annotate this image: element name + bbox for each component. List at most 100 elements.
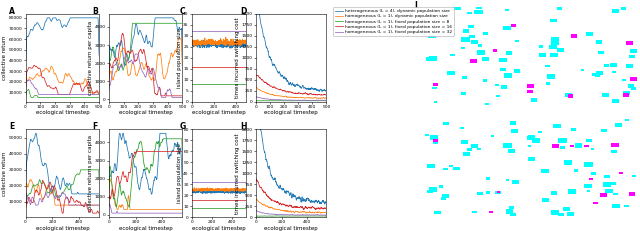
Bar bbox=[575, 143, 582, 148]
Y-axis label: collective return: collective return bbox=[2, 151, 7, 195]
Bar bbox=[560, 146, 564, 149]
Bar bbox=[532, 139, 540, 143]
Bar bbox=[604, 175, 610, 178]
Bar bbox=[441, 197, 447, 200]
Bar bbox=[550, 191, 557, 195]
Bar bbox=[591, 172, 596, 175]
Bar bbox=[462, 76, 467, 79]
Bar bbox=[557, 48, 564, 52]
Bar bbox=[550, 18, 557, 22]
Bar bbox=[623, 93, 629, 97]
X-axis label: ecological timestep: ecological timestep bbox=[264, 110, 318, 115]
Bar bbox=[629, 192, 635, 196]
Bar bbox=[566, 93, 572, 97]
Bar bbox=[472, 211, 477, 213]
Bar bbox=[628, 84, 634, 88]
Bar bbox=[596, 71, 603, 75]
Bar bbox=[604, 182, 611, 187]
Bar bbox=[587, 190, 590, 192]
Bar bbox=[461, 47, 465, 49]
Text: F: F bbox=[93, 122, 98, 131]
Bar bbox=[432, 87, 437, 89]
Bar bbox=[426, 58, 431, 61]
Bar bbox=[619, 172, 623, 174]
X-axis label: ecological timestep: ecological timestep bbox=[36, 110, 89, 115]
Bar bbox=[595, 74, 600, 77]
Bar bbox=[600, 193, 607, 197]
Bar bbox=[468, 24, 474, 28]
Bar bbox=[486, 191, 490, 194]
Bar bbox=[447, 8, 452, 11]
Bar bbox=[571, 128, 577, 131]
Bar bbox=[470, 40, 478, 44]
X-axis label: ecological timestep: ecological timestep bbox=[119, 226, 172, 231]
Bar bbox=[501, 85, 507, 89]
Bar bbox=[630, 87, 636, 90]
Y-axis label: collective returns per capita: collective returns per capita bbox=[88, 135, 93, 212]
Bar bbox=[612, 204, 620, 208]
Bar bbox=[596, 40, 602, 44]
Bar bbox=[511, 24, 516, 27]
Bar bbox=[511, 129, 518, 133]
Bar bbox=[429, 56, 437, 61]
Bar bbox=[437, 12, 444, 16]
Bar bbox=[549, 45, 557, 49]
Bar bbox=[621, 6, 627, 10]
Bar bbox=[506, 209, 513, 214]
Bar bbox=[550, 53, 558, 57]
Bar bbox=[495, 191, 500, 195]
Bar bbox=[486, 177, 490, 180]
Text: E: E bbox=[10, 122, 15, 131]
Bar bbox=[444, 122, 449, 125]
Bar bbox=[541, 169, 549, 173]
Bar bbox=[504, 143, 512, 148]
Bar bbox=[613, 193, 618, 195]
Bar bbox=[557, 7, 562, 10]
Bar bbox=[611, 63, 618, 67]
Bar bbox=[433, 141, 438, 144]
Legend: heterogeneous (L = 4), dynamic population size, homogeneous (L = 1), dynamic pop: heterogeneous (L = 4), dynamic populatio… bbox=[333, 7, 454, 36]
Bar bbox=[615, 123, 622, 128]
Y-axis label: collective return: collective return bbox=[2, 36, 7, 80]
Bar bbox=[477, 50, 485, 55]
Bar bbox=[471, 144, 478, 148]
Bar bbox=[426, 134, 429, 136]
Bar bbox=[586, 32, 593, 36]
Bar bbox=[624, 205, 629, 207]
Bar bbox=[625, 119, 628, 121]
Bar bbox=[563, 207, 570, 211]
Bar bbox=[558, 213, 564, 216]
Bar bbox=[626, 64, 633, 68]
Text: C: C bbox=[180, 7, 186, 16]
Bar bbox=[493, 49, 497, 52]
Bar bbox=[626, 41, 633, 45]
Bar bbox=[559, 138, 567, 143]
Bar bbox=[609, 182, 616, 185]
Bar bbox=[573, 169, 578, 172]
Text: I: I bbox=[414, 1, 417, 10]
Text: G: G bbox=[180, 122, 186, 131]
Bar bbox=[622, 79, 626, 81]
Text: D: D bbox=[241, 7, 247, 16]
Bar bbox=[571, 34, 577, 38]
Bar bbox=[461, 92, 466, 95]
Bar bbox=[542, 198, 549, 202]
Bar bbox=[428, 164, 435, 168]
Bar bbox=[499, 58, 507, 62]
Bar bbox=[564, 160, 572, 165]
Bar bbox=[470, 59, 477, 63]
Bar bbox=[527, 84, 534, 88]
Bar bbox=[503, 26, 511, 30]
Bar bbox=[430, 135, 438, 140]
Bar bbox=[598, 51, 604, 55]
Bar bbox=[509, 122, 516, 125]
Bar bbox=[591, 149, 595, 150]
Bar bbox=[584, 145, 589, 147]
Bar bbox=[454, 6, 461, 10]
Bar bbox=[546, 82, 550, 85]
Bar bbox=[602, 93, 609, 97]
Bar bbox=[568, 189, 576, 194]
Text: B: B bbox=[93, 7, 99, 16]
Bar bbox=[632, 175, 636, 177]
Y-axis label: times incurred switching cost: times incurred switching cost bbox=[236, 133, 240, 214]
